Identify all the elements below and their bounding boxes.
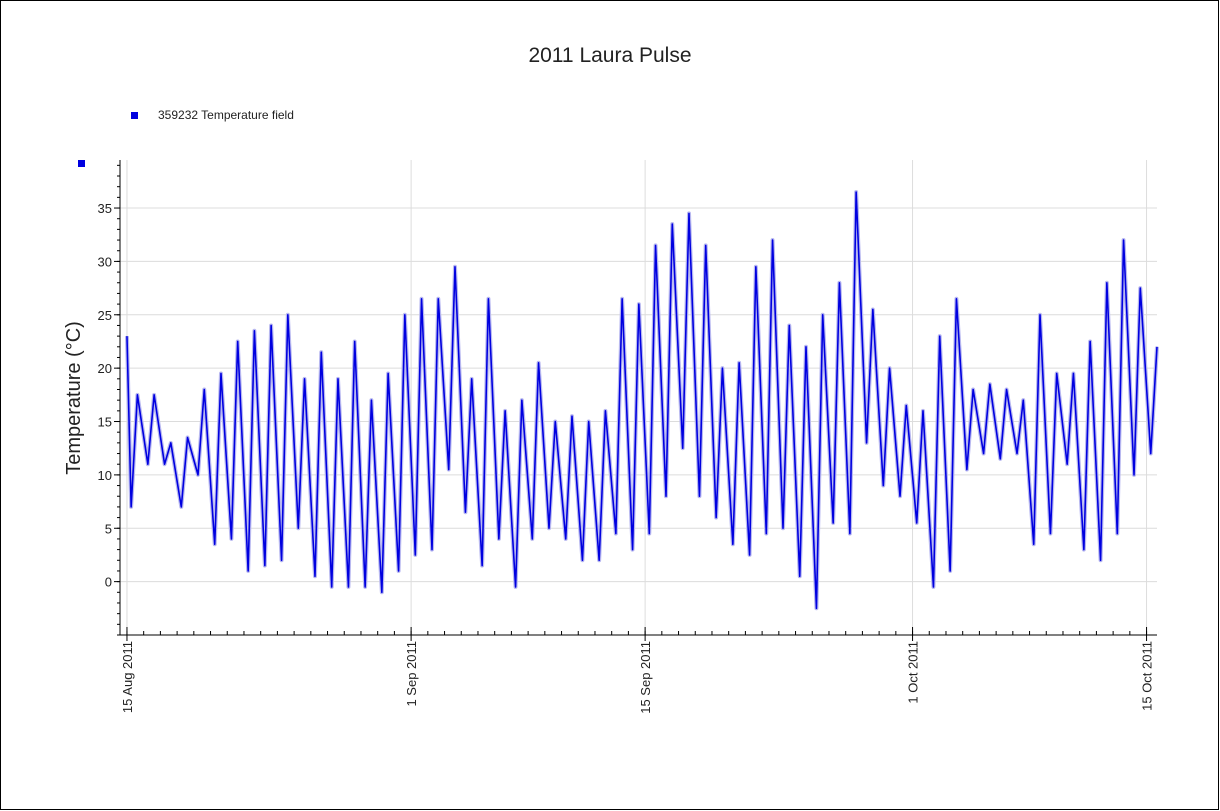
x-tick-label: 1 Sep 2011 <box>404 641 419 707</box>
y-tick-label: 0 <box>105 575 112 590</box>
x-tick-label: 15 Oct 2011 <box>1140 641 1155 711</box>
y-tick-label: 25 <box>98 308 112 323</box>
y-tick-label: 35 <box>98 201 112 216</box>
y-tick-label: 10 <box>98 468 112 483</box>
y-axis-label: Temperature (°C) <box>63 321 85 475</box>
y-tick-label: 20 <box>98 361 112 376</box>
series-line <box>126 191 1158 610</box>
legend-swatch <box>131 112 138 119</box>
marker-icon <box>78 160 85 167</box>
y-tick-label: 5 <box>105 521 112 536</box>
chart-title: 2011 Laura Pulse <box>528 44 691 67</box>
x-tick-label: 15 Sep 2011 <box>638 641 653 714</box>
x-tick-label: 15 Aug 2011 <box>120 641 135 713</box>
x-tick-label: 1 Oct 2011 <box>906 641 921 704</box>
y-tick-label: 30 <box>98 254 112 269</box>
y-tick-label: 15 <box>98 415 112 430</box>
legend-label: 359232 Temperature field <box>158 108 294 122</box>
